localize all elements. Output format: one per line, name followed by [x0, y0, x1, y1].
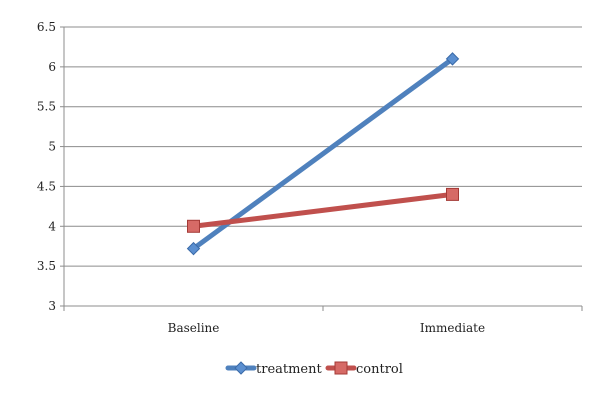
x-tick-label: Immediate	[420, 321, 485, 335]
series-line-treatment	[191, 56, 455, 252]
y-tick-label: 6.5	[37, 20, 56, 34]
legend-item-control: control	[325, 361, 403, 377]
legend-swatch-marker	[334, 361, 348, 375]
legend: treatment control	[225, 361, 403, 377]
series-layer	[186, 52, 460, 256]
series-line-control	[191, 191, 455, 229]
legend-label: treatment	[256, 362, 322, 377]
legend-label: control	[356, 362, 403, 377]
y-axis-tick-labels: 3 3.5 4 4.5 5 5.5 6 6.5	[37, 20, 56, 313]
legend-item-treatment: treatment	[225, 361, 322, 377]
data-point-control	[187, 219, 200, 233]
series-control	[187, 187, 459, 233]
y-tick-label: 4	[48, 219, 56, 233]
data-point-control	[446, 187, 459, 201]
data-point-treatment	[445, 52, 460, 66]
y-tick-label: 6	[48, 60, 56, 74]
gridlines	[64, 26, 582, 267]
legend-swatch-marker	[234, 361, 248, 375]
data-point-treatment	[186, 241, 201, 256]
axes	[60, 26, 583, 311]
x-axis-tick-labels: Baseline Immediate	[168, 321, 485, 335]
y-tick-label: 5	[48, 140, 56, 154]
y-tick-label: 5.5	[37, 100, 56, 114]
y-tick-label: 3.5	[37, 259, 56, 273]
x-tick-label: Baseline	[168, 321, 220, 335]
series-treatment	[186, 52, 460, 256]
y-tick-label: 4.5	[37, 179, 56, 193]
y-tick-label: 3	[48, 299, 56, 313]
